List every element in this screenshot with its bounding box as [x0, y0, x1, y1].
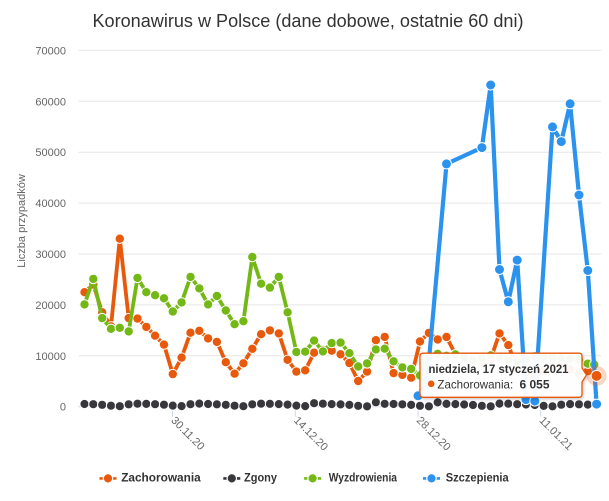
svg-text:Szczepienia: Szczepienia — [446, 471, 509, 485]
svg-text:0: 0 — [60, 402, 66, 414]
svg-text:10000: 10000 — [35, 351, 66, 363]
svg-text:40000: 40000 — [35, 198, 66, 210]
svg-text:Zachorowania: 6 055: Zachorowania: 6 055 — [437, 377, 549, 391]
svg-text:30000: 30000 — [35, 249, 66, 261]
svg-text:Koronawirus w Polsce (dane dob: Koronawirus w Polsce (dane dobowe, ostat… — [93, 11, 524, 31]
svg-text:20000: 20000 — [35, 300, 66, 312]
svg-text:60000: 60000 — [35, 96, 66, 108]
svg-text:50000: 50000 — [35, 147, 66, 159]
svg-text:niedziela, 17 styczeń 2021: niedziela, 17 styczeń 2021 — [429, 362, 569, 376]
svg-text:Wyzdrowienia: Wyzdrowienia — [329, 471, 397, 485]
svg-text:Zgony: Zgony — [244, 471, 277, 485]
svg-text:Zachorowania: Zachorowania — [121, 471, 201, 485]
svg-text:70000: 70000 — [35, 45, 66, 57]
svg-text:Liczba przypadków: Liczba przypadków — [16, 174, 28, 268]
